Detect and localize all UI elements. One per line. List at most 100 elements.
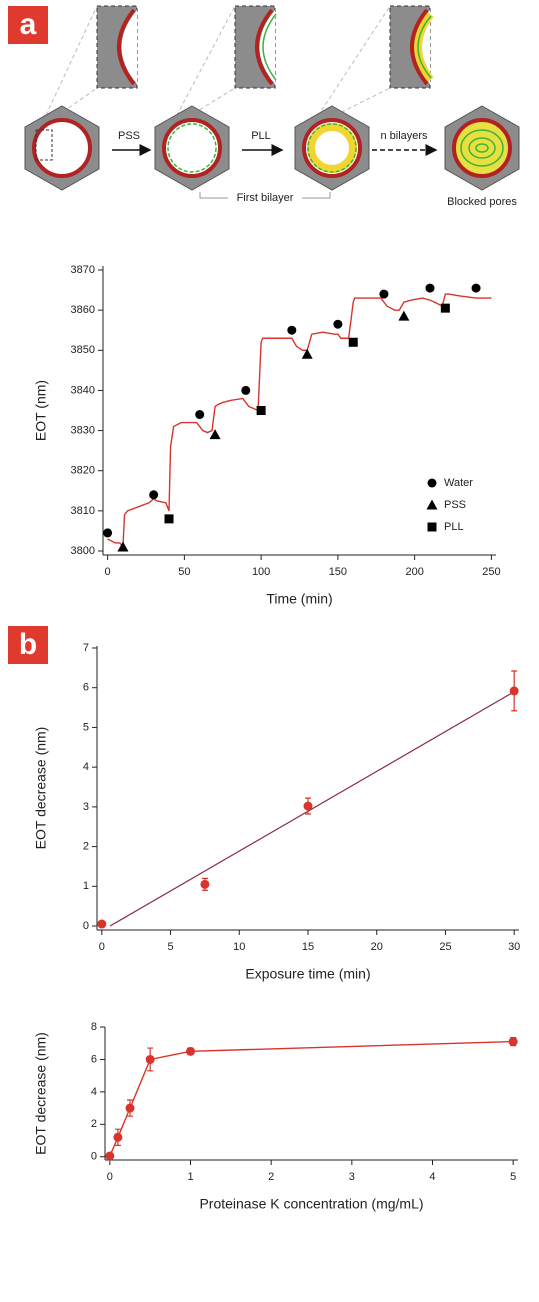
panel-badge [8, 6, 48, 44]
zoom-line [309, 5, 391, 129]
marker-triangle [117, 541, 129, 552]
x-tick-label: 150 [329, 566, 347, 578]
legend-label: PLL [444, 521, 464, 533]
x-tick-label: 100 [252, 566, 270, 578]
y-tick-label: 3850 [71, 344, 95, 356]
legend-label: Water [444, 477, 473, 489]
x-tick-label: 15 [302, 941, 314, 953]
layer [460, 129, 504, 167]
y-tick-label: 3830 [71, 424, 95, 436]
inset-wall [117, 8, 136, 86]
pore [162, 118, 222, 178]
x-tick-label: 25 [439, 941, 451, 953]
marker-circle [508, 1037, 518, 1047]
fit-line [109, 691, 515, 927]
y-tick-label: 5 [83, 721, 89, 733]
x-tick-label: 4 [429, 1171, 435, 1183]
y-tick-label: 2 [83, 840, 89, 852]
zoom-box [35, 129, 53, 161]
marker-circle [509, 686, 519, 696]
legend-marker [427, 478, 437, 488]
x-tick-label: 250 [482, 566, 500, 578]
marker-triangle [398, 310, 410, 321]
layer [167, 123, 217, 173]
y-tick-label: 3800 [71, 545, 95, 557]
pore [452, 118, 512, 178]
y-tick-label: 6 [83, 682, 89, 694]
y-tick-label: 3810 [71, 505, 95, 517]
insets [39, 5, 434, 129]
inset-pore [121, 10, 137, 84]
inset-layer [417, 15, 432, 79]
x-tick-label: 20 [371, 941, 383, 953]
x-tick-label: 10 [233, 941, 245, 953]
marker-circle [333, 319, 343, 329]
marker-circle [195, 410, 205, 420]
y-axis-label: EOT decrease (nm) [33, 1032, 49, 1155]
x-tick-label: 3 [349, 1171, 355, 1183]
marker-square [256, 406, 266, 415]
marker-circle [425, 283, 435, 293]
panel-badge [8, 626, 48, 664]
marker-square [348, 337, 358, 347]
x-tick-label: 30 [508, 941, 520, 953]
zoom-line [39, 87, 98, 129]
layer [307, 123, 357, 173]
inset-wall [255, 8, 274, 86]
step-label: PLL [251, 130, 271, 142]
legend-label: PSS [444, 499, 466, 511]
marker-triangle [209, 429, 221, 440]
series-line [109, 1040, 514, 1157]
marker-square [164, 514, 174, 524]
x-tick-label: 1 [187, 1171, 193, 1183]
x-tick-label: 5 [167, 941, 173, 953]
x-tick-label: 5 [510, 1171, 516, 1183]
x-tick-label: 50 [178, 566, 190, 578]
layer [468, 137, 496, 159]
x-tick-label: 0 [105, 566, 111, 578]
marker-circle [186, 1046, 196, 1056]
layer [475, 143, 489, 153]
y-tick-label: 3820 [71, 465, 95, 477]
x-tick-label: 200 [405, 566, 423, 578]
marker-circle [303, 801, 313, 811]
legend-marker [427, 522, 437, 532]
y-tick-label: 3 [83, 801, 89, 813]
zoom-line [169, 5, 236, 129]
marker-circle [113, 1132, 123, 1142]
marker-circle [471, 283, 481, 293]
legend-marker [426, 499, 438, 510]
marker-circle [105, 1151, 115, 1161]
pore [32, 118, 92, 178]
marker-circle [125, 1103, 135, 1113]
y-tick-label: 1 [83, 880, 89, 892]
marker-circle [379, 289, 389, 299]
panel-label: b [19, 628, 37, 661]
marker-circle [149, 490, 159, 500]
marker-circle [103, 528, 113, 538]
y-tick-label: 4 [91, 1086, 97, 1098]
y-tick-label: 2 [91, 1118, 97, 1130]
marker-circle [200, 879, 210, 889]
y-axis-label: EOT (nm) [33, 380, 49, 441]
x-axis-label: Proteinase K concentration (mg/mL) [199, 1196, 423, 1212]
marker-triangle [301, 348, 313, 359]
marker-circle [97, 919, 107, 929]
y-tick-label: 0 [83, 920, 89, 932]
inset-pore [259, 10, 275, 84]
marker-circle [145, 1054, 155, 1064]
layer [307, 123, 357, 173]
y-tick-label: 4 [83, 761, 89, 773]
y-tick-label: 7 [83, 642, 89, 654]
x-tick-label: 0 [107, 1171, 113, 1183]
step-label: n bilayers [380, 130, 428, 142]
marker-circle [287, 325, 297, 335]
y-axis-label: EOT decrease (nm) [33, 727, 49, 850]
series-line [107, 293, 492, 549]
step-label: PSS [118, 130, 140, 142]
inset-wall [410, 8, 429, 86]
y-tick-label: 3840 [71, 384, 95, 396]
zoom-line [169, 87, 236, 129]
zoom-line [39, 5, 98, 129]
